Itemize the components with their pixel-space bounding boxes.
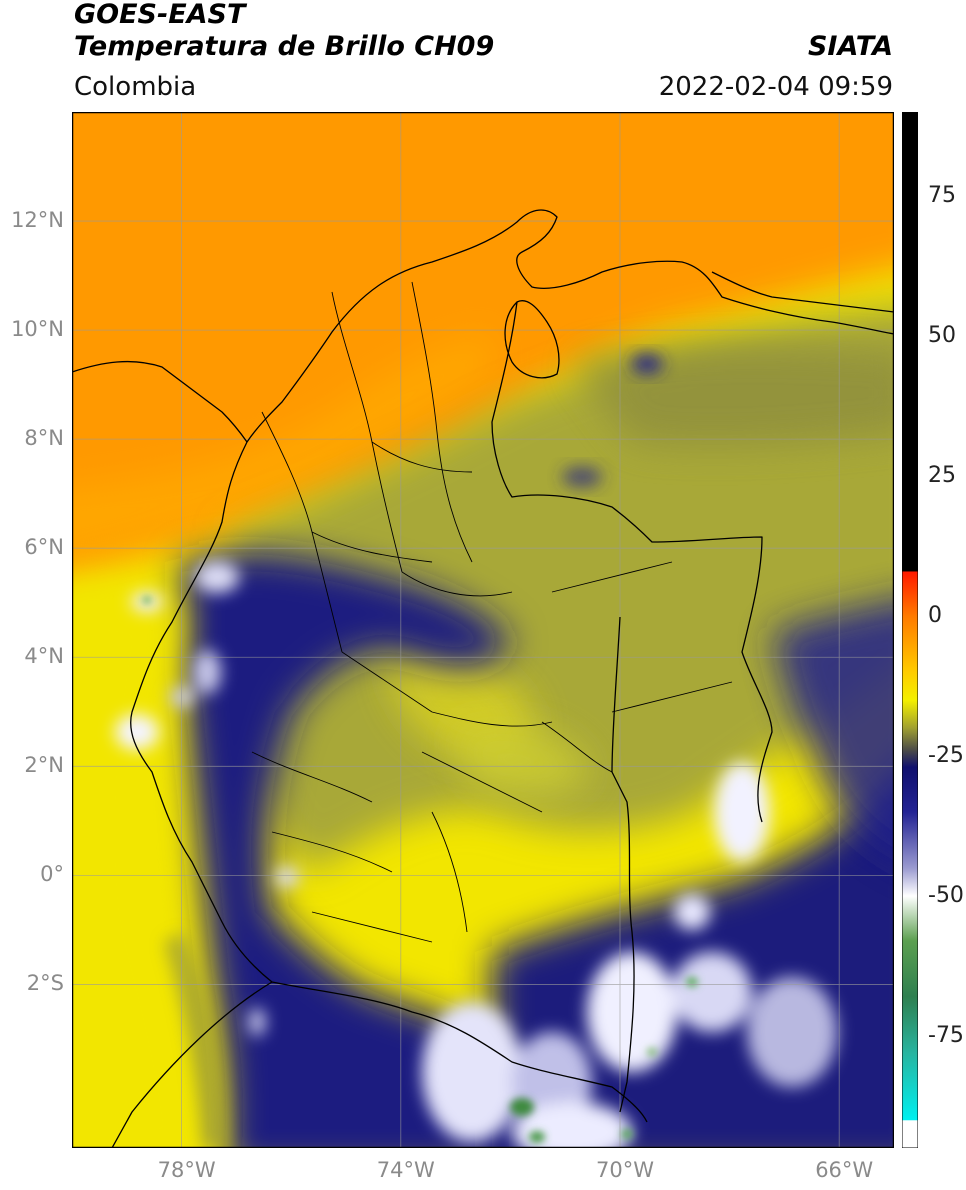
- boundaries: [72, 209, 894, 1148]
- lat-tick-label: 12°N: [11, 208, 64, 233]
- colorbar-tick-label: -50: [928, 883, 964, 908]
- lon-tick-label: 66°W: [815, 1158, 874, 1182]
- lon-tick-label: 70°W: [596, 1158, 654, 1182]
- temperature-colorbar: [902, 112, 918, 1148]
- lat-tick-label: 6°N: [24, 535, 64, 560]
- lat-tick-label: 0°: [40, 862, 64, 887]
- colorbar-tick-label: -25: [928, 743, 964, 768]
- colorbar-tick-label: -75: [928, 1023, 964, 1048]
- lat-tick-label: 2°S: [26, 971, 64, 996]
- caribbean-coastline: [72, 209, 894, 443]
- lat-tick-label: 10°N: [11, 317, 64, 342]
- border-colombia-brazil: [611, 616, 635, 1113]
- colorbar-tick-label: 25: [928, 463, 956, 488]
- colorbar-tick-label: 75: [928, 183, 956, 208]
- colorbar-tick-label: 50: [928, 323, 956, 348]
- graticule: [72, 112, 894, 1148]
- map-frame: [72, 112, 894, 1148]
- product-title: Temperatura de Brillo CH09: [74, 31, 495, 62]
- datetime-label: 2022-02-04 09:59: [658, 72, 893, 102]
- internal-borders: [251, 281, 733, 943]
- lat-tick-label: 8°N: [24, 426, 64, 451]
- colorbar-tick-label: 0: [928, 603, 942, 628]
- border-colombia-peru-ecuador: [271, 981, 648, 1123]
- pacific-coastline: [111, 441, 273, 1148]
- satellite-title: GOES-EAST: [74, 0, 246, 30]
- lat-tick-label: 4°N: [24, 644, 64, 669]
- lon-tick-label: 74°W: [376, 1158, 435, 1182]
- region-label: Colombia: [74, 72, 197, 102]
- border-colombia-venezuela: [491, 301, 773, 823]
- lat-tick-label: 2°N: [24, 753, 64, 778]
- brightness-temperature-map: [72, 112, 894, 1148]
- coastline-venezuela-east: [711, 271, 894, 313]
- maracaibo-lake: [504, 300, 560, 379]
- lon-tick-label: 78°W: [157, 1158, 216, 1182]
- cloud-field: [72, 112, 894, 1148]
- agency-label: SIATA: [807, 31, 893, 62]
- coldest-pixels: [143, 597, 698, 1143]
